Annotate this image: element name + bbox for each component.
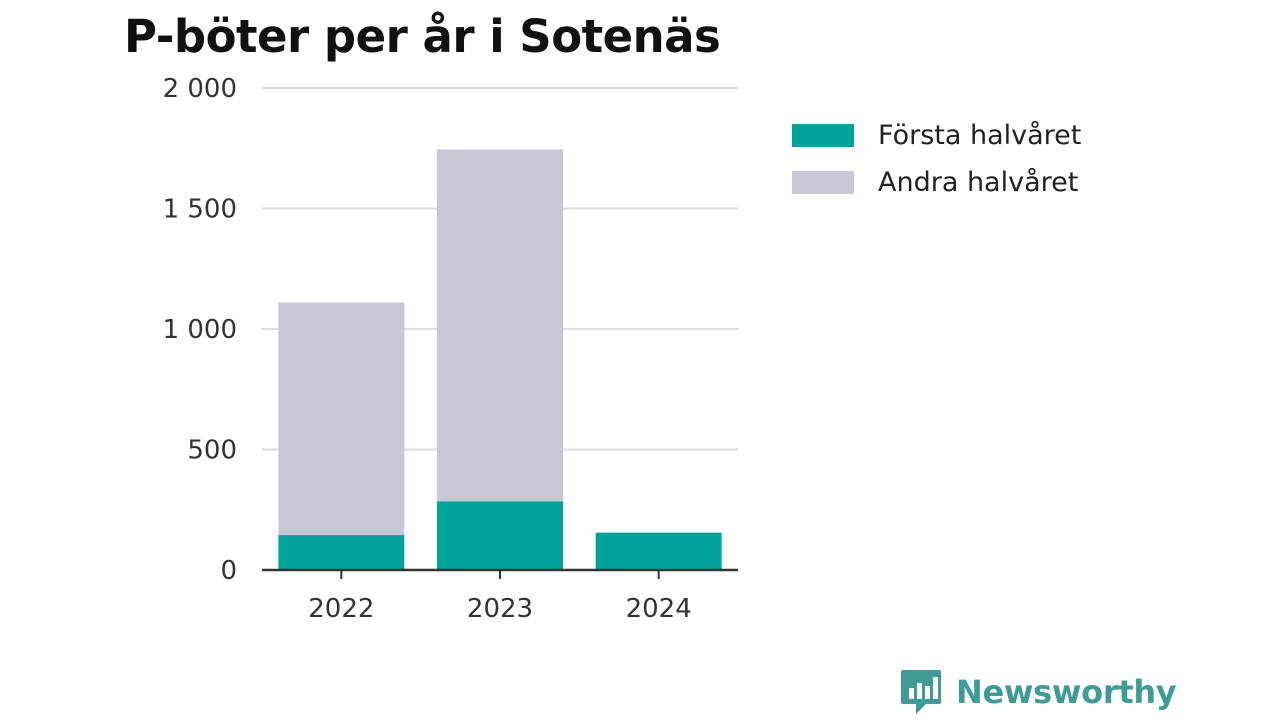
legend-label-forsta: Första halvåret — [878, 120, 1082, 151]
y-tick-label: 0 — [220, 556, 237, 586]
chart-legend: Första halvåret Andra halvåret — [792, 112, 1081, 206]
speech-bubble-bar-chart-icon — [901, 670, 941, 714]
chart-title: P-böter per år i Sotenäs — [124, 10, 721, 63]
bar-2023-series-1 — [437, 501, 563, 570]
bar-2022-series-2 — [278, 302, 405, 536]
legend-swatch-forsta — [792, 124, 854, 147]
x-tick-label: 2023 — [467, 594, 533, 624]
legend-swatch-andra — [792, 171, 854, 194]
bar-2023-series-2 — [437, 149, 563, 502]
bar-2024-series-1 — [595, 532, 722, 570]
newsworthy-logo: Newsworthy — [900, 668, 1177, 716]
x-tick-label: 2024 — [626, 594, 692, 624]
legend-item-forsta: Första halvåret — [792, 112, 1081, 159]
x-tick-label: 2022 — [308, 594, 374, 624]
brand-name: Newsworthy — [956, 673, 1177, 711]
legend-label-andra: Andra halvåret — [878, 167, 1079, 198]
y-tick-label: 2 000 — [163, 74, 237, 104]
y-tick-label: 1 000 — [163, 315, 237, 345]
bar-2022-series-1 — [278, 535, 405, 570]
y-tick-label: 1 500 — [163, 195, 237, 225]
legend-item-andra: Andra halvåret — [792, 159, 1081, 206]
y-tick-label: 500 — [187, 436, 237, 466]
